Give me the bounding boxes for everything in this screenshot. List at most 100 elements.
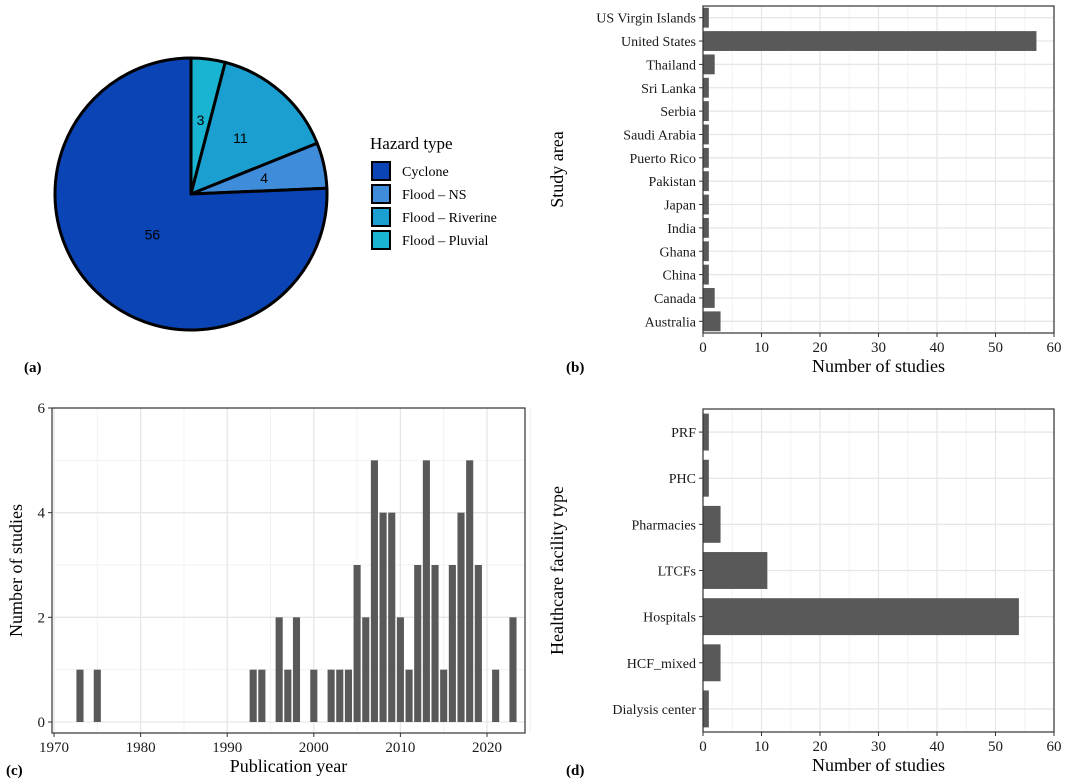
bar [703, 311, 721, 332]
bar [703, 690, 709, 728]
bar [448, 565, 456, 722]
bar [703, 171, 709, 192]
plot-frame [51, 407, 526, 734]
y-tick-label: HCF_mixed [627, 657, 696, 672]
pie-value-label: 3 [197, 112, 205, 128]
y-tick-label: Canada [654, 292, 697, 307]
x-tick-label: 60 [1047, 739, 1062, 755]
bar [284, 669, 292, 722]
pie-value-label: 4 [260, 170, 268, 186]
y-tick-label: Dialysis center [612, 703, 696, 718]
pie-value-label: 56 [145, 226, 161, 242]
panel-label-d: (d) [566, 763, 584, 779]
y-tick-label: 4 [38, 506, 46, 522]
x-tick-label: 10 [754, 340, 769, 356]
x-tick-label: 1990 [212, 740, 242, 756]
x-tick-label: 20 [813, 739, 828, 755]
legend-label: Flood – NS [402, 188, 467, 203]
y-tick-label: Serbia [660, 105, 697, 120]
bar [703, 31, 1037, 51]
bar [703, 147, 709, 168]
panel-b-study-area-bars: US Virgin Islands United States Thailand Sr… [547, 5, 1062, 376]
bar [362, 617, 370, 722]
legend-label: Flood – Riverine [402, 211, 497, 226]
y-axis-title: Healthcare facility type [547, 486, 567, 655]
x-tick-label: 2010 [385, 740, 415, 756]
bar [703, 459, 709, 497]
y-tick-label: Ghana [659, 245, 696, 260]
panel-label-b: (b) [566, 360, 584, 376]
y-tick-label: India [667, 222, 697, 237]
bar [353, 565, 361, 722]
legend-swatch [371, 207, 391, 227]
x-tick-label: 50 [988, 340, 1003, 356]
y-axis-title: Study area [547, 131, 567, 207]
bar [344, 669, 352, 722]
legend-label: Flood – Pluvial [402, 234, 488, 249]
x-axis-title: Publication year [230, 756, 347, 776]
y-tick-label: 0 [38, 715, 46, 731]
x-tick-label: 1980 [126, 740, 156, 756]
y-tick-label: Australia [645, 315, 697, 330]
panel-label-a: (a) [24, 360, 42, 376]
legend-title: Hazard type [370, 134, 453, 153]
y-tick-label: PHC [669, 472, 696, 487]
bar [703, 413, 709, 451]
bar [703, 264, 709, 285]
pie-slice-flood-riverine [189, 60, 319, 196]
bar [703, 7, 709, 28]
bar [327, 669, 335, 722]
bar [703, 124, 709, 145]
bar [509, 617, 517, 722]
x-axis-title: Number of studies [812, 755, 945, 775]
x-tick-label: 50 [988, 739, 1003, 755]
legend-swatch [371, 230, 391, 250]
x-tick-label: 2000 [299, 740, 329, 756]
bar [93, 669, 101, 722]
y-tick-label: China [663, 269, 697, 284]
bar [258, 669, 266, 722]
bar [703, 505, 721, 543]
bar [703, 598, 1019, 636]
x-tick-label: 0 [699, 340, 707, 356]
x-tick-label: 60 [1047, 340, 1062, 356]
panel-a-pie-chart: 3 11 4 56 Hazard type Cyclone Flood – NS Flood … [53, 56, 497, 332]
bar [310, 669, 318, 722]
y-tick-label: US Virgin Islands [596, 12, 696, 27]
bar [275, 617, 283, 722]
bar [440, 669, 448, 722]
bar [703, 241, 709, 262]
panel-d-facility-type-bars: PRF PHC Pharmacies LTCFs Hospitals HCF_mixed D… [547, 408, 1062, 775]
bar [370, 460, 378, 722]
bar [76, 669, 84, 722]
bar [466, 460, 474, 722]
panel-label-c: (c) [6, 763, 23, 779]
bar [405, 669, 413, 722]
bar [703, 217, 709, 238]
bar [292, 617, 301, 722]
bar [474, 565, 482, 722]
y-tick-label: Saudi Arabia [623, 128, 696, 143]
bar [388, 512, 396, 722]
y-tick-label: Pakistan [649, 175, 696, 190]
bar [703, 101, 709, 122]
bar [703, 644, 721, 682]
legend-swatch [371, 184, 391, 204]
x-tick-label: 10 [754, 739, 769, 755]
bar [379, 512, 387, 722]
x-tick-label: 40 [930, 340, 945, 356]
bar [492, 669, 500, 722]
y-tick-label: Pharmacies [631, 518, 696, 533]
x-tick-label: 0 [699, 739, 707, 755]
legend-swatch [371, 161, 391, 181]
y-tick-label: PRF [671, 426, 696, 441]
panel-c-year-histogram: 1970 1980 1990 2000 2010 2020 0 2 4 6 Publication … [6, 401, 531, 776]
y-tick-label: United States [621, 35, 696, 50]
y-tick-label: LTCFs [658, 565, 696, 580]
legend-label: Cyclone [402, 165, 449, 180]
pie-value-label: 11 [233, 130, 248, 146]
bar [414, 565, 422, 722]
bar [396, 617, 404, 722]
x-axis-title: Number of studies [812, 356, 945, 376]
